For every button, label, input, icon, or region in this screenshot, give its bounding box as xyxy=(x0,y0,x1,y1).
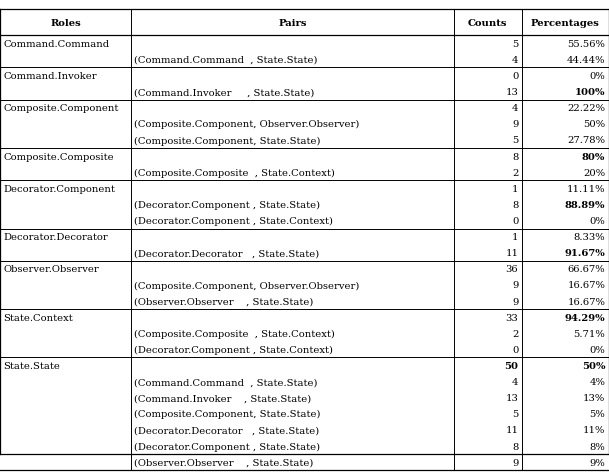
Text: (Composite.Component, State.State): (Composite.Component, State.State) xyxy=(134,136,320,145)
Text: 13: 13 xyxy=(505,394,518,402)
Text: (Composite.Component, State.State): (Composite.Component, State.State) xyxy=(134,409,320,418)
Text: 11.11%: 11.11% xyxy=(567,184,605,193)
Text: Pairs: Pairs xyxy=(278,19,306,28)
Text: 2: 2 xyxy=(512,169,518,178)
Text: 33: 33 xyxy=(505,313,518,322)
Text: 22.22%: 22.22% xyxy=(568,104,605,113)
Text: (Decorator.Decorator   , State.State): (Decorator.Decorator , State.State) xyxy=(134,249,319,258)
Text: 5: 5 xyxy=(512,409,518,418)
Text: (Decorator.Component , State.State): (Decorator.Component , State.State) xyxy=(134,200,320,209)
Text: (Observer.Observer    , State.State): (Observer.Observer , State.State) xyxy=(134,458,314,467)
Text: (Composite.Component, Observer.Observer): (Composite.Component, Observer.Observer) xyxy=(134,120,359,129)
Text: 100%: 100% xyxy=(575,88,605,97)
Text: 50%: 50% xyxy=(582,361,605,370)
Text: (Command.Invoker    , State.State): (Command.Invoker , State.State) xyxy=(134,394,311,402)
Text: (Observer.Observer    , State.State): (Observer.Observer , State.State) xyxy=(134,297,314,306)
Text: Counts: Counts xyxy=(468,19,507,28)
Text: 8: 8 xyxy=(512,152,518,161)
Text: Decorator.Decorator: Decorator.Decorator xyxy=(3,233,108,242)
Text: Command.Invoker: Command.Invoker xyxy=(3,72,97,81)
Text: 2: 2 xyxy=(512,329,518,338)
Text: 0%: 0% xyxy=(590,345,605,354)
Text: (Command.Command  , State.State): (Command.Command , State.State) xyxy=(134,56,317,65)
Text: 8: 8 xyxy=(512,200,518,209)
Text: Observer.Observer: Observer.Observer xyxy=(3,265,99,274)
Text: 4: 4 xyxy=(512,56,518,65)
Text: (Decorator.Component , State.Context): (Decorator.Component , State.Context) xyxy=(134,345,333,354)
Text: 13: 13 xyxy=(505,88,518,97)
Text: 36: 36 xyxy=(505,265,518,274)
Text: 0%: 0% xyxy=(590,72,605,81)
Text: (Command.Command  , State.State): (Command.Command , State.State) xyxy=(134,377,317,387)
Text: (Decorator.Component , State.Context): (Decorator.Component , State.Context) xyxy=(134,217,333,226)
Text: 1: 1 xyxy=(512,233,518,242)
Text: 16.67%: 16.67% xyxy=(568,297,605,306)
Text: 0%: 0% xyxy=(590,217,605,226)
Text: 5: 5 xyxy=(512,40,518,49)
Text: 20%: 20% xyxy=(583,169,605,178)
Text: 50%: 50% xyxy=(583,120,605,129)
Text: Composite.Composite: Composite.Composite xyxy=(3,152,114,161)
Text: 0: 0 xyxy=(512,217,518,226)
Text: 91.67%: 91.67% xyxy=(565,249,605,258)
Text: State.State: State.State xyxy=(3,361,60,370)
Text: 0: 0 xyxy=(512,345,518,354)
Text: Roles: Roles xyxy=(50,19,81,28)
Text: (Composite.Composite  , State.Context): (Composite.Composite , State.Context) xyxy=(134,169,335,178)
Text: (Command.Invoker     , State.State): (Command.Invoker , State.State) xyxy=(134,88,314,97)
Text: Composite.Component: Composite.Component xyxy=(3,104,118,113)
Text: 11: 11 xyxy=(505,249,518,258)
Text: State.Context: State.Context xyxy=(3,313,73,322)
Text: 4: 4 xyxy=(512,104,518,113)
Text: 0: 0 xyxy=(512,72,518,81)
Text: 80%: 80% xyxy=(582,152,605,161)
Text: 1: 1 xyxy=(512,184,518,193)
Text: 11: 11 xyxy=(505,426,518,435)
Text: 66.67%: 66.67% xyxy=(568,265,605,274)
Text: 9: 9 xyxy=(512,458,518,467)
Text: 50: 50 xyxy=(504,361,518,370)
Text: 27.78%: 27.78% xyxy=(568,136,605,145)
Text: 9: 9 xyxy=(512,297,518,306)
Text: 9: 9 xyxy=(512,281,518,290)
Text: 13%: 13% xyxy=(583,394,605,402)
Text: 88.89%: 88.89% xyxy=(565,200,605,209)
Text: 5.71%: 5.71% xyxy=(574,329,605,338)
Text: 5%: 5% xyxy=(590,409,605,418)
Text: (Composite.Composite  , State.Context): (Composite.Composite , State.Context) xyxy=(134,329,335,338)
Text: 44.44%: 44.44% xyxy=(567,56,605,65)
Text: (Decorator.Component , State.State): (Decorator.Component , State.State) xyxy=(134,442,320,451)
Text: 4%: 4% xyxy=(590,377,605,387)
Text: 94.29%: 94.29% xyxy=(565,313,605,322)
Text: (Decorator.Decorator   , State.State): (Decorator.Decorator , State.State) xyxy=(134,426,319,435)
Text: Percentages: Percentages xyxy=(531,19,600,28)
Text: 9: 9 xyxy=(512,120,518,129)
Text: 11%: 11% xyxy=(583,426,605,435)
Text: 16.67%: 16.67% xyxy=(568,281,605,290)
Text: Decorator.Component: Decorator.Component xyxy=(3,184,115,193)
Text: Command.Command: Command.Command xyxy=(3,40,109,49)
Text: (Composite.Component, Observer.Observer): (Composite.Component, Observer.Observer) xyxy=(134,281,359,290)
Text: 8%: 8% xyxy=(590,442,605,451)
Text: 8: 8 xyxy=(512,442,518,451)
Text: 8.33%: 8.33% xyxy=(574,233,605,242)
Text: 5: 5 xyxy=(512,136,518,145)
Text: 4: 4 xyxy=(512,377,518,387)
Text: 9%: 9% xyxy=(590,458,605,467)
Text: 55.56%: 55.56% xyxy=(568,40,605,49)
